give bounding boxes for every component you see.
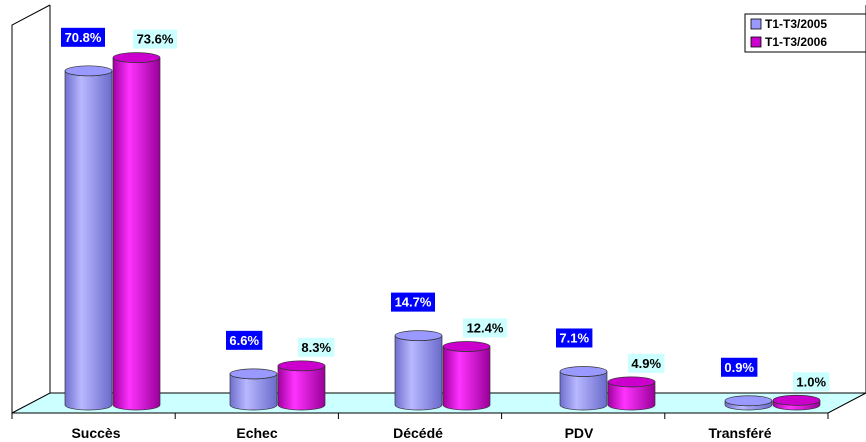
- bar-body-0-0: [64, 70, 113, 411]
- value-label-bg-2-1: [463, 318, 507, 338]
- category-label-3: PDV: [565, 425, 594, 441]
- value-label-bg-0-0: [61, 27, 105, 47]
- bar-top-2-0: [394, 330, 443, 341]
- category-labels-group: Succès Echec Décédé PDV Transféré: [11, 413, 829, 441]
- bar-top-2-1: [442, 341, 491, 352]
- bar-body-1-1: [277, 365, 326, 411]
- legend: T1-T3/2005 T1-T3/2006: [744, 13, 866, 53]
- bar-body-2-1: [442, 346, 491, 411]
- value-label-2-1: 12.4%: [467, 320, 504, 335]
- bar-top-0-1: [112, 52, 161, 63]
- value-label-bg-2-0: [391, 292, 435, 312]
- value-label-4-0: 0.9%: [724, 360, 754, 375]
- bar-top-1-0: [229, 368, 278, 380]
- legend-box: [744, 13, 866, 53]
- bar-top-4-0: [724, 395, 773, 407]
- category-label-4: Transféré: [708, 425, 771, 441]
- bar-top-3-0: [559, 366, 608, 377]
- category-label-0: Succès: [71, 425, 120, 441]
- bars-group: [64, 52, 821, 411]
- legend-swatch-2005: [750, 18, 762, 30]
- value-label-bg-4-0: [721, 357, 758, 377]
- value-label-bg-1-1: [298, 337, 335, 357]
- value-label-bg-4-1: [793, 372, 830, 392]
- value-label-bg-3-1: [628, 353, 665, 373]
- bar-top-0-0: [64, 65, 113, 77]
- value-label-4-1: 1.0%: [796, 374, 826, 389]
- value-label-1-1: 8.3%: [301, 340, 331, 355]
- category-label-2: Décédé: [393, 425, 443, 441]
- value-label-0-1: 73.6%: [137, 32, 174, 47]
- bar-top-1-1: [277, 360, 326, 372]
- bar-top-3-1: [607, 376, 656, 388]
- bar-body-0-1: [112, 57, 161, 411]
- value-label-bg-3-0: [556, 328, 593, 348]
- value-label-1-0: 6.6%: [229, 333, 259, 348]
- value-label-0-0: 70.8%: [65, 30, 102, 45]
- value-label-3-1: 4.9%: [631, 356, 661, 371]
- legend-swatch-2006: [750, 36, 762, 48]
- bar-body-1-0: [229, 373, 278, 411]
- legend-label-2005: T1-T3/2005: [765, 17, 827, 31]
- bar-body-2-0: [394, 335, 443, 411]
- value-label-bg-0-1: [133, 29, 177, 49]
- category-label-1: Echec: [236, 425, 277, 441]
- chart-back-wall: [11, 4, 51, 413]
- value-label-2-0: 14.7%: [395, 295, 432, 310]
- bar-body-3-0: [559, 371, 608, 411]
- value-label-3-0: 7.1%: [559, 330, 589, 345]
- bar-top-4-1: [772, 394, 821, 406]
- legend-label-2006: T1-T3/2006: [765, 35, 827, 49]
- value-labels-group: 70.8% 73.6% 6.6% 8.3% 14.7% 12.4% 7.1% 4.9% 0.9%…: [61, 27, 830, 392]
- value-label-bg-1-0: [226, 330, 263, 350]
